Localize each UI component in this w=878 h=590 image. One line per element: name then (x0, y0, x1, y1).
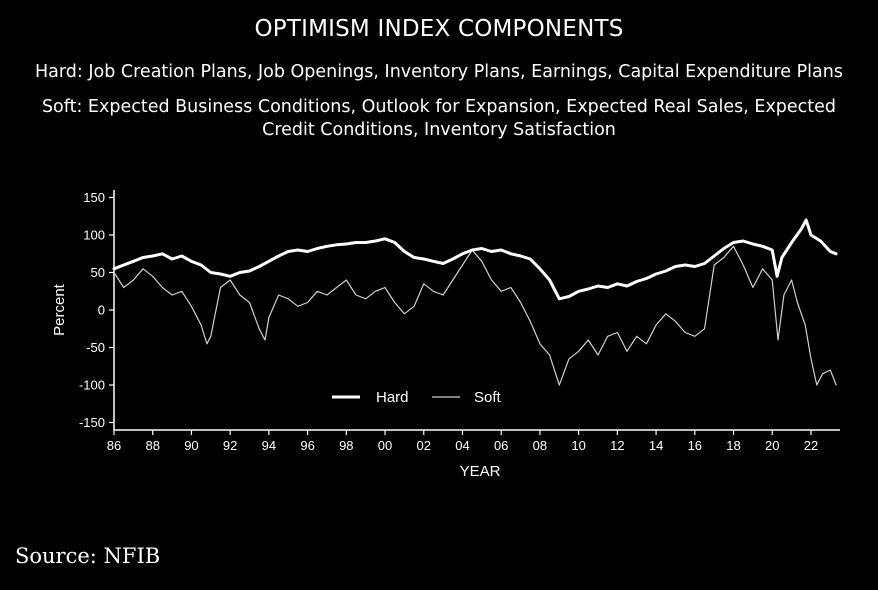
series-line-soft (113, 245, 837, 386)
x-tick-label: 90 (184, 438, 198, 453)
x-tick-label: 02 (417, 438, 431, 453)
y-tick-label: -100 (79, 378, 105, 393)
x-tick-label: 04 (455, 438, 469, 453)
x-axis-label: YEAR (460, 463, 501, 480)
x-tick-label: 20 (765, 438, 779, 453)
x-tick-label: 16 (688, 438, 702, 453)
chart-subtitle-hard: Hard: Job Creation Plans, Job Openings, … (35, 62, 843, 82)
x-tick-label: 10 (571, 438, 585, 453)
x-tick-label: 94 (262, 438, 276, 453)
chart-title: OPTIMISM INDEX COMPONENTS (254, 16, 624, 42)
x-tick-label: 98 (339, 438, 353, 453)
y-tick-label: -50 (86, 340, 105, 355)
x-tick-label: 00 (378, 438, 392, 453)
y-tick-label: -150 (79, 415, 105, 430)
legend-label-hard: Hard (376, 389, 409, 406)
x-tick-label: 86 (107, 438, 121, 453)
chart-legend: Hard Soft (332, 389, 502, 406)
x-tick-label: 06 (494, 438, 508, 453)
chart-subtitle-soft: Soft: Expected Business Conditions, Outl… (41, 97, 837, 140)
x-tick-label: 08 (533, 438, 547, 453)
y-axis-label: Percent (51, 283, 68, 336)
y-tick-label: 150 (83, 190, 105, 205)
x-tick-label: 12 (610, 438, 624, 453)
x-tick-label: 22 (804, 438, 818, 453)
y-tick-label: 50 (91, 265, 105, 280)
y-tick-label: 0 (98, 303, 105, 318)
y-tick-label: 100 (83, 228, 105, 243)
source-note: Source: NFIB (15, 544, 161, 568)
chart-lines (112, 218, 838, 386)
legend-label-soft: Soft (474, 389, 502, 406)
x-tick-label: 18 (726, 438, 740, 453)
x-tick-label: 92 (223, 438, 237, 453)
x-tick-label: 14 (649, 438, 663, 453)
x-tick-label: 96 (300, 438, 314, 453)
series-line-hard (112, 218, 838, 301)
x-tick-label: 88 (145, 438, 159, 453)
